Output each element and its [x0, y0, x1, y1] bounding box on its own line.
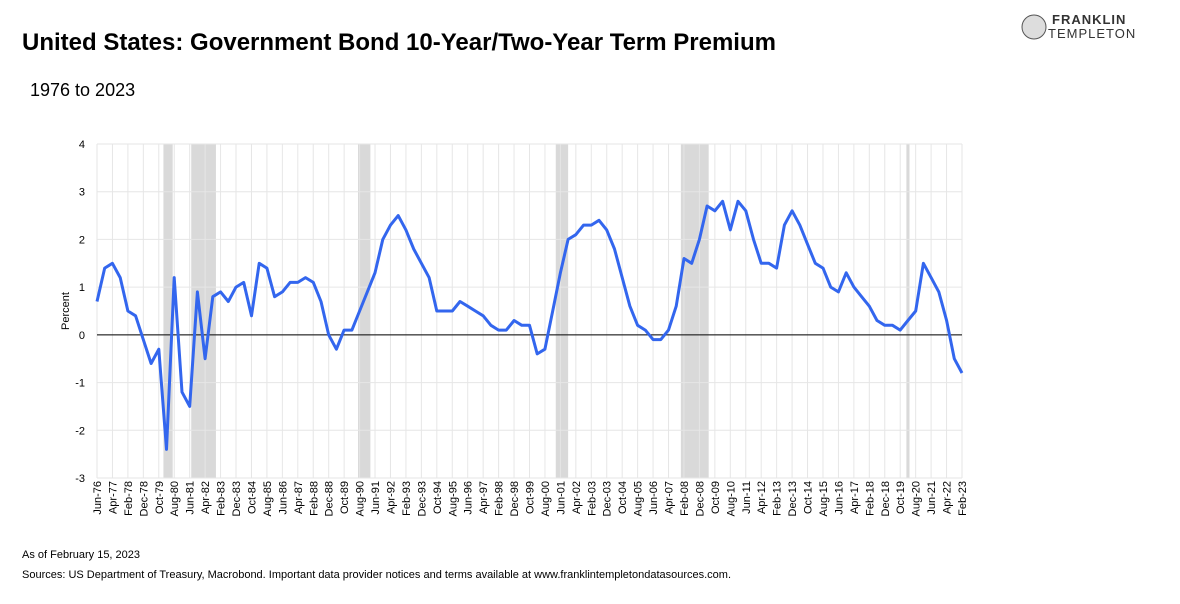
x-tick-label: Oct-14 — [803, 481, 815, 514]
y-tick-label: 2 — [79, 234, 85, 246]
y-tick-label: -2 — [75, 425, 85, 437]
x-tick-label: Dec-03 — [602, 481, 614, 516]
x-tick-label: Feb-88 — [308, 481, 320, 516]
x-tick-label: Aug-20 — [911, 481, 923, 516]
x-tick-label: Feb-93 — [401, 481, 413, 516]
x-tick-label: Jun-86 — [277, 481, 289, 515]
x-tick-label: Oct-99 — [525, 481, 537, 514]
y-axis-label: Percent — [60, 292, 72, 330]
x-tick-label: Apr-87 — [293, 481, 305, 514]
x-tick-label: Jun-91 — [370, 481, 382, 515]
x-tick-label: Aug-00 — [540, 481, 552, 516]
x-tick-label: Jun-06 — [648, 481, 660, 515]
x-tick-label: Oct-19 — [895, 481, 907, 514]
x-tick-label: Feb-23 — [957, 481, 969, 516]
x-tick-label: Dec-98 — [509, 481, 521, 516]
x-tick-label: Dec-18 — [880, 481, 892, 516]
x-tick-label: Jun-01 — [555, 481, 567, 515]
y-tick-label: 3 — [79, 187, 85, 199]
x-tick-label: Feb-83 — [216, 481, 228, 516]
note: Sources: US Department of Treasury, Macr… — [22, 569, 731, 581]
x-tick-label: Aug-90 — [355, 481, 367, 516]
x-tick-label: Dec-88 — [324, 481, 336, 516]
x-tick-label: Apr-02 — [571, 481, 583, 514]
recession-band — [163, 144, 173, 478]
brand: TEMPLETON — [1048, 26, 1136, 41]
x-tick-label: Apr-07 — [664, 481, 676, 514]
recession-band — [358, 144, 371, 478]
x-tick-label: Apr-97 — [478, 481, 490, 514]
x-tick-label: Oct-09 — [710, 481, 722, 514]
x-tick-label: Apr-22 — [942, 481, 954, 514]
note: As of February 15, 2023 — [22, 549, 140, 561]
x-tick-label: Feb-18 — [864, 481, 876, 516]
x-tick-label: Apr-92 — [385, 481, 397, 514]
x-tick-label: Dec-78 — [138, 481, 150, 516]
x-tick-label: Feb-03 — [586, 481, 598, 516]
y-tick-label: -3 — [75, 473, 85, 485]
x-tick-label: Aug-05 — [633, 481, 645, 516]
x-tick-label: Aug-95 — [447, 481, 459, 516]
logo: FRANKLIN TEMPLETON — [1021, 12, 1136, 41]
x-tick-label: Dec-83 — [231, 481, 243, 516]
x-tick-label: Apr-17 — [849, 481, 861, 514]
x-tick-label: Aug-10 — [725, 481, 737, 516]
x-tick-label: Aug-80 — [169, 481, 181, 516]
x-tick-label: Jun-11 — [741, 481, 753, 514]
x-tick-label: Aug-85 — [262, 481, 274, 516]
x-tick-label: Oct-79 — [154, 481, 166, 514]
y-tick-label: 0 — [79, 330, 85, 342]
x-tick-label: Apr-12 — [756, 481, 768, 514]
plot: Jun-76 Apr-77 Feb-78 Dec-78 Oct-79 Aug-80 Jun-… — [75, 139, 969, 516]
x-tick-label: Jun-21 — [926, 481, 938, 515]
x-tick-label: Feb-08 — [679, 481, 691, 516]
recession-band — [906, 144, 910, 478]
x-tick-label: Apr-77 — [107, 481, 119, 514]
x-tick-label: Feb-98 — [494, 481, 506, 516]
y-tick-label: 4 — [79, 139, 85, 151]
x-tick-label: Feb-13 — [772, 481, 784, 516]
x-tick-label: Dec-08 — [694, 481, 706, 516]
chart-title: United States: Government Bond 10-Year/T… — [22, 29, 776, 56]
x-tick-label: Dec-93 — [416, 481, 428, 516]
y-tick-label: 1 — [79, 282, 85, 294]
logo-icon — [1021, 14, 1047, 40]
x-tick-label: Apr-82 — [200, 481, 212, 514]
recession-band — [680, 144, 709, 478]
x-tick-label: Jun-81 — [185, 481, 197, 515]
brand: FRANKLIN — [1052, 12, 1126, 27]
x-tick-label: Jun-96 — [463, 481, 475, 515]
x-tick-label: Feb-78 — [123, 481, 135, 516]
x-tick-label: Aug-15 — [818, 481, 830, 516]
x-tick-label: Oct-84 — [246, 481, 258, 514]
x-tick-label: Jun-76 — [92, 481, 104, 515]
x-tick-label: Oct-89 — [339, 481, 351, 514]
x-tick-label: Oct-94 — [432, 481, 444, 514]
x-tick-label: Jun-16 — [833, 481, 845, 515]
data-line — [95, 199, 964, 451]
x-tick-label: Oct-04 — [617, 481, 629, 514]
recession-band — [555, 144, 569, 478]
x-tick-label: Dec-13 — [787, 481, 799, 516]
y-tick-label: -1 — [75, 378, 85, 390]
chart-subtitle: 1976 to 2023 — [30, 80, 135, 100]
